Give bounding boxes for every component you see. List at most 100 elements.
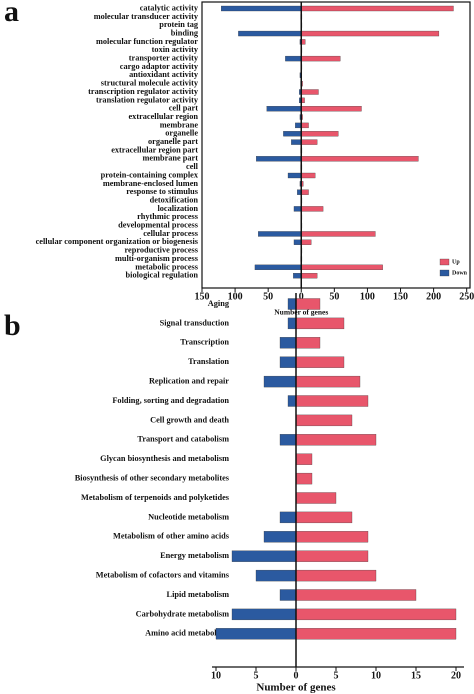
bar <box>287 395 297 407</box>
bar <box>301 131 339 137</box>
bar <box>231 608 297 621</box>
bar <box>301 106 362 112</box>
category-label: Replication and repair <box>149 377 229 386</box>
bar <box>283 131 302 137</box>
x-tick-label: 50 <box>263 291 273 302</box>
bar <box>263 375 297 388</box>
bar <box>301 55 341 62</box>
bar <box>238 30 302 37</box>
bar <box>279 356 297 368</box>
category-label: transcription regulator activity <box>88 87 199 96</box>
x-tick-label: 100 <box>228 291 243 302</box>
category-label: cell part <box>169 104 198 113</box>
category-label: reproductive process <box>124 246 198 255</box>
bar <box>295 337 321 349</box>
bar <box>295 569 377 582</box>
category-label: Glycan biosynthesis and metabolism <box>100 454 229 463</box>
category-label: organelle part <box>148 137 198 146</box>
bar <box>295 395 369 407</box>
x-tick-label: 10 <box>371 670 381 681</box>
bar <box>231 550 297 562</box>
bar <box>301 156 419 162</box>
bar <box>295 472 313 485</box>
category-label: cellular process <box>143 229 199 238</box>
bar <box>295 122 302 129</box>
legend-swatch <box>439 269 450 277</box>
bar <box>293 206 302 212</box>
bar <box>301 239 312 245</box>
bar <box>301 30 440 37</box>
bar <box>287 172 302 179</box>
category-label: Aging <box>208 299 230 308</box>
category-label: multi-organism process <box>115 254 199 263</box>
category-label: Biosynthesis of other secondary metaboli… <box>75 474 230 483</box>
category-label: Metabolism of other amino acids <box>113 532 230 541</box>
x-tick-label: 15 <box>411 670 421 681</box>
bar <box>287 298 297 310</box>
bar <box>293 239 302 245</box>
bar <box>279 434 297 446</box>
bar <box>301 189 309 195</box>
category-label: cellular component organization or bioge… <box>36 237 199 246</box>
bar <box>295 608 457 621</box>
category-label: translation regulator activity <box>96 95 199 104</box>
category-label: extracellular region part <box>111 145 198 154</box>
category-label: molecular transducer activity <box>94 12 199 21</box>
category-label: membrane <box>160 120 199 129</box>
category-label: Translation <box>188 357 229 366</box>
category-label: Transport and catabolism <box>137 435 229 444</box>
panel-label: a <box>4 0 19 28</box>
bar <box>295 511 353 524</box>
x-tick-label: 150 <box>393 291 408 302</box>
category-label: membrane-enclosed lumen <box>103 179 199 188</box>
bar <box>295 375 361 388</box>
category-label: localization <box>157 204 198 213</box>
bar <box>255 569 297 582</box>
category-label: Lipid metabolism <box>167 590 230 599</box>
bar <box>215 628 297 640</box>
bar <box>293 273 302 279</box>
category-label: binding <box>171 28 199 37</box>
bar <box>301 273 318 279</box>
category-label: Transcription <box>180 338 229 347</box>
bar <box>285 55 302 62</box>
bar <box>256 156 302 162</box>
category-label: metabolic process <box>135 262 199 271</box>
bar <box>301 172 316 179</box>
bar <box>295 531 369 543</box>
bar <box>279 511 297 524</box>
bar <box>295 589 417 601</box>
category-label: protein-containing complex <box>101 170 199 179</box>
category-label: transporter activity <box>129 54 199 63</box>
category-label: Signal transduction <box>160 318 230 327</box>
x-tick-label: 5 <box>254 670 259 681</box>
bar <box>287 317 297 330</box>
bar <box>295 453 313 465</box>
bar <box>295 414 353 427</box>
category-label: cell <box>186 162 199 171</box>
x-tick-label: 50 <box>329 291 339 302</box>
category-label: detoxification <box>150 195 199 204</box>
plot-frame <box>201 1 471 289</box>
category-label: response to stimulus <box>126 187 199 196</box>
category-label: antioxidant activity <box>129 70 199 79</box>
category-label: rhythmic process <box>137 212 199 221</box>
bar <box>295 492 337 504</box>
category-label: Metabolism of terpenoids and polyketides <box>81 493 230 502</box>
category-label: structural molecule activity <box>101 79 199 88</box>
bar <box>279 589 297 601</box>
category-label: Cell growth and death <box>150 415 229 424</box>
bar <box>295 356 345 368</box>
bar <box>295 298 321 310</box>
bar <box>301 89 319 95</box>
bar <box>258 231 302 237</box>
category-label: molecular function regulator <box>96 37 198 46</box>
bar <box>263 531 297 543</box>
category-label: Amino acid metabolism <box>145 629 229 638</box>
category-label: toxin activity <box>152 45 199 54</box>
bar <box>301 264 383 271</box>
panel-label: b <box>4 309 21 342</box>
category-label: cargo adaptor activity <box>120 62 199 71</box>
bar <box>295 434 377 446</box>
bar <box>279 337 297 349</box>
